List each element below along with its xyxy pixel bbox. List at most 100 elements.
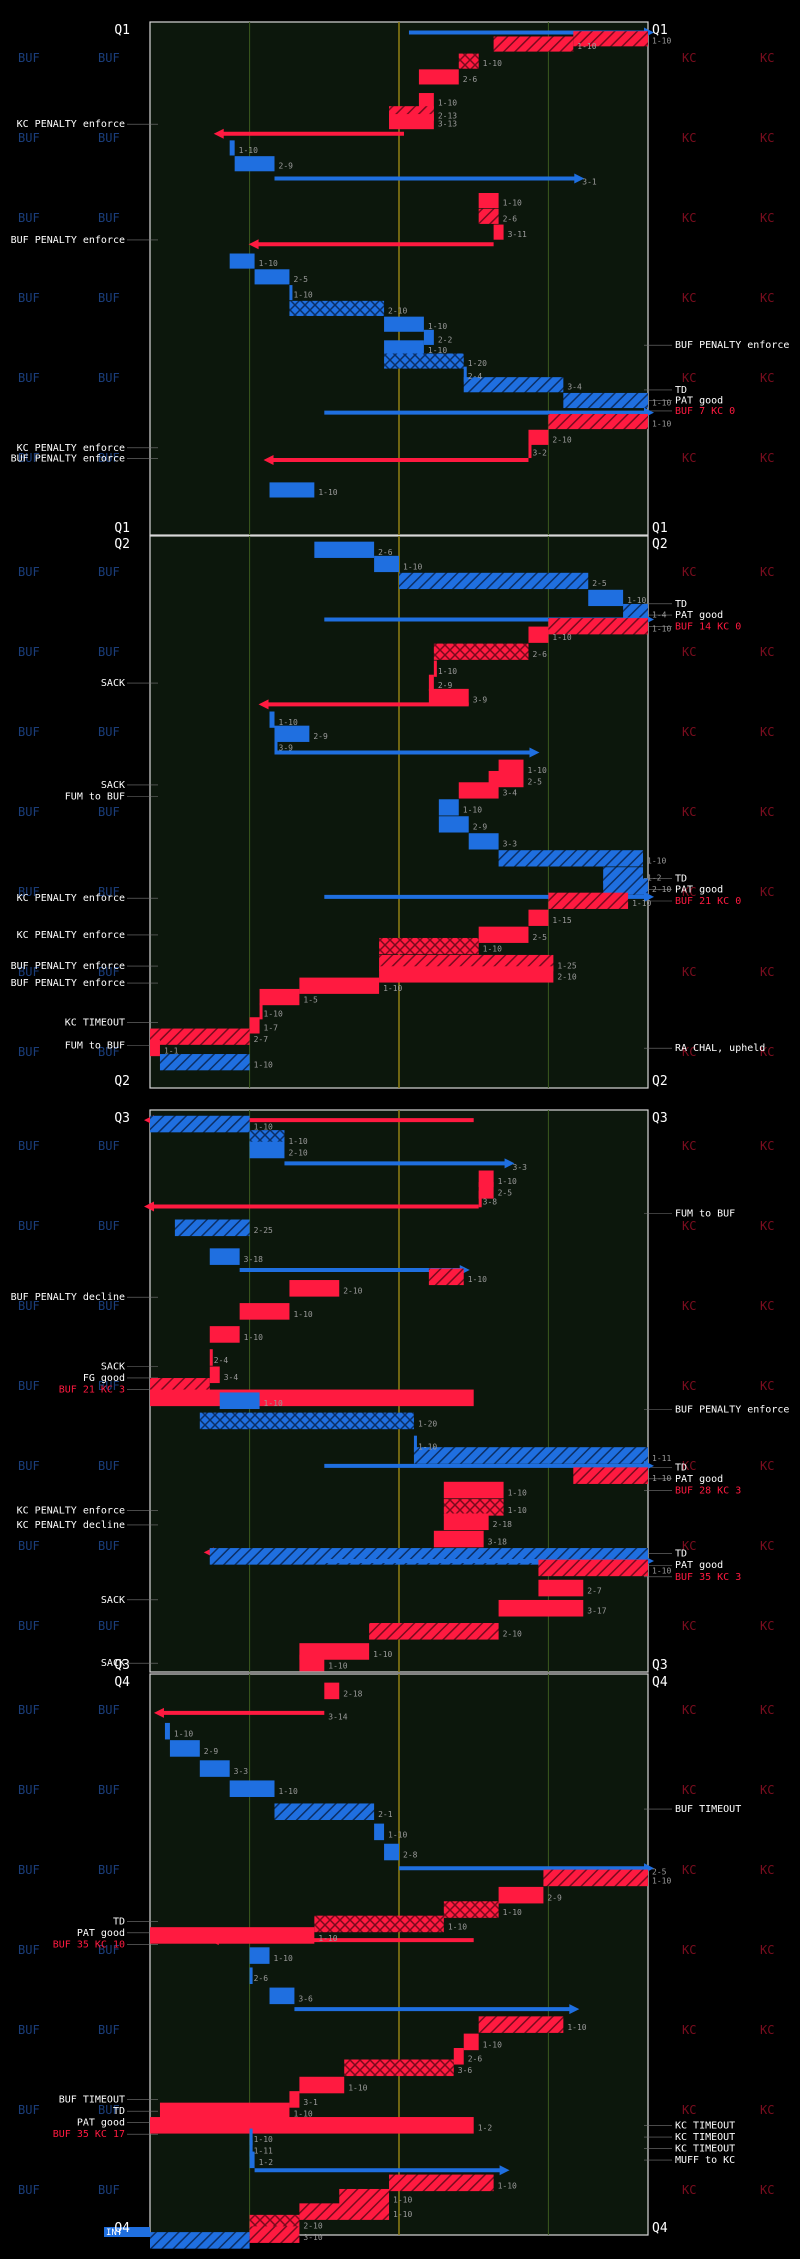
down-distance-label: 1-10: [403, 562, 422, 571]
watermark-buf: BUF: [98, 1943, 120, 1957]
down-distance-label: 2-6: [254, 1974, 269, 1983]
watermark-buf: BUF: [18, 1219, 40, 1233]
watermark-buf: BUF: [18, 1783, 40, 1797]
event-note: KC PENALTY enforce: [17, 1505, 125, 1516]
event-note: BUF 21 KC 3: [59, 1384, 125, 1395]
watermark-buf: BUF: [18, 1299, 40, 1313]
play-bar-buf: [274, 736, 278, 754]
watermark-buf: BUF: [18, 1045, 40, 1059]
play-bar-kc: [538, 1559, 648, 1577]
down-distance-label: 1-10: [293, 1310, 312, 1319]
watermark-kc: KC: [682, 291, 696, 305]
watermark-kc: KC: [760, 645, 774, 659]
event-note: PAT good: [675, 395, 723, 406]
down-distance-label: 2-13: [438, 112, 457, 121]
down-distance-label: 1-10: [318, 1934, 337, 1943]
down-distance-label: 1-10: [503, 198, 522, 207]
down-distance-label: 1-10: [632, 899, 651, 908]
watermark-kc: KC: [682, 2023, 696, 2037]
watermark-kc: KC: [760, 725, 774, 739]
watermark-buf: BUF: [98, 1783, 120, 1797]
down-distance-label: 3-8: [483, 1197, 498, 1206]
play-bar-kc: [150, 1028, 250, 1045]
event-note: BUF 35 KC 3: [675, 1572, 741, 1583]
play-arrowhead-kc: [144, 1201, 154, 1212]
play-bar-kc: [209, 1349, 213, 1366]
play-bar-buf: [169, 1740, 200, 1757]
down-distance-label: 1-5: [303, 995, 318, 1004]
watermark-buf: BUF: [18, 291, 40, 305]
down-distance-label: 3-2: [532, 448, 547, 457]
play-bar-kc: [428, 1268, 464, 1286]
down-distance-label: 1-10: [652, 1566, 671, 1575]
quarter-label: Q1: [114, 521, 130, 536]
play-bar-kc: [150, 2117, 474, 2134]
play-bar-kc: [324, 1682, 340, 1700]
down-distance-label: 2-9: [438, 681, 453, 690]
watermark-buf: BUF: [18, 1619, 40, 1633]
down-distance-label: 1-10: [577, 42, 596, 51]
down-distance-label: 1-20: [418, 1419, 437, 1428]
watermark-kc: KC: [682, 1783, 696, 1797]
play-bar-kc: [150, 1039, 160, 1057]
down-distance-label: 2-6: [468, 2055, 483, 2064]
event-note: KC PENALTY decline: [17, 1520, 125, 1531]
watermark-buf: BUF: [18, 1943, 40, 1957]
down-distance-label: 3-4: [567, 383, 582, 392]
down-distance-label: 1-10: [652, 1876, 671, 1885]
play-bar-buf: [254, 269, 290, 285]
quarter-label: Q4: [652, 2221, 668, 2236]
down-distance-label: 1-10: [468, 1275, 487, 1284]
down-distance-label: 1-10: [428, 346, 447, 355]
watermark-kc: KC: [760, 131, 774, 145]
event-note: BUF PENALTY enforce: [675, 340, 789, 351]
play-arrowhead-kc: [208, 1935, 219, 1946]
play-bar-buf: [413, 1447, 648, 1464]
watermark-kc: KC: [760, 1863, 774, 1877]
watermark-buf: BUF: [98, 1045, 120, 1059]
watermark-kc: KC: [682, 2183, 696, 2197]
play-bar-kc: [299, 977, 380, 994]
event-note: KC PENALTY enforce: [17, 119, 125, 130]
down-distance-label: 3-3: [513, 1163, 528, 1172]
down-distance-label: 1-10: [552, 633, 571, 642]
down-distance-label: 1-15: [552, 916, 571, 925]
play-bar-buf: [249, 2128, 253, 2146]
watermark-kc: KC: [760, 1619, 774, 1633]
watermark-kc: KC: [682, 371, 696, 385]
watermark-buf: BUF: [98, 1863, 120, 1877]
quarter-label: Q3: [652, 1111, 668, 1126]
watermark-kc: KC: [760, 1139, 774, 1153]
down-distance-label: 2-6: [503, 214, 518, 223]
play-arrowhead-kc: [248, 239, 259, 250]
play-bar-kc: [299, 1654, 325, 1672]
down-distance-label: 1-11: [652, 1454, 671, 1463]
play-bar-buf: [269, 1987, 295, 2005]
watermark-kc: KC: [682, 1943, 696, 1957]
down-distance-label: 1-10: [239, 146, 258, 155]
play-bar-kc: [344, 2059, 454, 2077]
event-note: BUF PENALTY enforce: [11, 961, 125, 972]
down-distance-label: 1-10: [508, 1506, 527, 1515]
down-distance-label: 1-25: [557, 961, 576, 970]
play-bar-kc: [548, 618, 648, 635]
down-distance-label: 3-6: [298, 1994, 313, 2003]
down-distance-label: 1-10: [393, 2196, 412, 2205]
watermark-kc: KC: [760, 805, 774, 819]
play-bar-buf: [249, 1947, 270, 1964]
quarter-label: Q2: [652, 1074, 668, 1089]
play-bar-buf: [588, 589, 624, 607]
down-distance-label: 1-10: [328, 1661, 347, 1670]
down-distance-label: 2-7: [587, 1586, 602, 1595]
watermark-buf: BUF: [18, 1379, 40, 1393]
event-note: PAT good: [77, 1928, 125, 1939]
event-note: FUM to BUF: [675, 1209, 735, 1220]
down-distance-label: 1-10: [388, 1830, 407, 1839]
down-distance-label: 1-10: [652, 37, 671, 46]
event-note: TD: [675, 385, 687, 396]
down-distance-label: 1-10: [652, 625, 671, 634]
play-bar-kc: [463, 2033, 479, 2051]
event-note: FUM to BUF: [65, 1040, 125, 1051]
down-distance-label: 2-2: [438, 335, 453, 344]
